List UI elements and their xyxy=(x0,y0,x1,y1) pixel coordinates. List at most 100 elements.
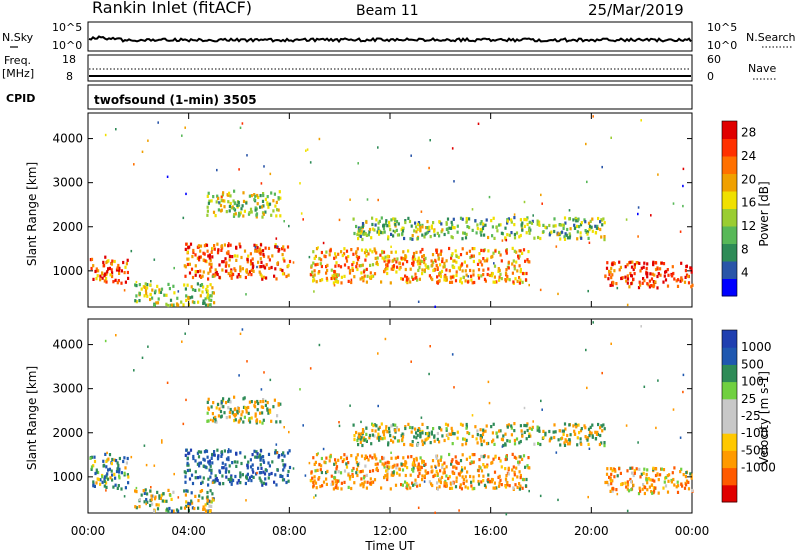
echo-cell xyxy=(417,468,420,472)
echo-cell xyxy=(105,489,107,492)
echo-cell xyxy=(436,431,439,436)
echo-cell xyxy=(111,478,114,482)
echo-cell xyxy=(513,236,517,240)
echo-cell xyxy=(462,231,465,235)
echo-cell xyxy=(666,474,669,478)
echo-cell xyxy=(225,251,229,255)
echo-cell xyxy=(421,422,424,426)
echo-cell xyxy=(673,277,676,281)
echo-cell xyxy=(135,300,138,304)
echo-cell xyxy=(288,430,290,434)
echo-cell xyxy=(329,249,332,253)
echo-cell xyxy=(96,274,99,278)
echo-cell xyxy=(461,237,464,241)
echo-cell xyxy=(604,274,607,279)
echo-cell xyxy=(522,454,526,458)
echo-cell xyxy=(313,462,316,466)
echo-cell xyxy=(440,428,443,432)
echo-cell xyxy=(207,406,210,410)
echo-cell xyxy=(207,271,210,275)
echo-cell xyxy=(513,455,516,459)
echo-cell xyxy=(645,272,648,276)
echo-cell xyxy=(607,277,610,281)
echo-cell xyxy=(580,221,583,225)
echo-cell xyxy=(111,259,114,263)
echo-cell xyxy=(521,434,524,438)
echo-cell xyxy=(667,273,670,277)
echo-cell xyxy=(185,448,188,452)
time-axis-label: Time UT xyxy=(364,539,415,553)
echo-cell xyxy=(654,280,657,284)
echo-cell xyxy=(211,492,214,496)
echo-cell xyxy=(396,257,399,261)
echo-cell xyxy=(398,467,401,472)
echo-cell xyxy=(635,467,638,471)
echo-cell xyxy=(650,277,654,281)
echo-cell xyxy=(141,356,144,359)
echo-cell xyxy=(363,480,366,484)
echo-cell xyxy=(465,422,468,427)
echo-cell xyxy=(213,301,216,305)
echo-cell xyxy=(122,260,125,265)
echo-cell xyxy=(523,200,526,204)
echo-cell xyxy=(141,150,144,153)
echo-cell xyxy=(419,259,422,263)
echo-cell xyxy=(266,195,269,199)
echo-cell xyxy=(343,263,347,267)
echo-cell xyxy=(563,235,566,239)
echo-cell xyxy=(377,404,379,408)
echo-cell xyxy=(457,255,460,259)
echo-cell xyxy=(606,480,609,484)
echo-cell xyxy=(690,267,693,271)
echo-cell xyxy=(626,509,629,513)
echo-cell xyxy=(421,439,424,443)
echo-cell xyxy=(309,161,312,164)
echo-cell xyxy=(528,226,531,230)
echo-cell xyxy=(212,210,216,214)
echo-cell xyxy=(504,442,507,446)
echo-cell xyxy=(421,442,424,447)
echo-cell xyxy=(475,231,478,235)
echo-cell xyxy=(371,222,374,227)
echo-cell xyxy=(168,287,171,291)
echo-cell xyxy=(416,278,419,282)
echo-cell xyxy=(107,468,110,472)
echo-cell xyxy=(236,409,239,413)
echo-cell xyxy=(283,465,286,469)
echo-cell xyxy=(198,288,201,292)
xtick-label: 16:00 xyxy=(473,524,508,538)
echo-cell xyxy=(274,243,277,247)
echo-cell xyxy=(335,467,338,471)
echo-cell xyxy=(478,458,481,462)
echo-cell xyxy=(656,274,659,279)
echo-cell xyxy=(586,180,588,184)
echo-cell xyxy=(153,509,156,513)
echo-cell xyxy=(611,280,614,284)
echo-cell xyxy=(436,275,439,279)
echo-cell xyxy=(449,481,452,485)
echo-cell xyxy=(355,461,358,465)
echo-cell xyxy=(488,401,491,405)
echo-cell xyxy=(580,236,583,240)
echo-cell xyxy=(320,264,323,269)
echo-cell xyxy=(124,486,127,490)
echo-cell xyxy=(186,456,189,460)
echo-cell xyxy=(197,506,200,510)
echo-cell xyxy=(246,154,248,157)
echo-cell xyxy=(135,506,138,510)
echo-cell xyxy=(611,283,614,287)
echo-cell xyxy=(390,232,393,236)
echo-cell xyxy=(95,267,98,271)
echo-cell xyxy=(421,247,424,252)
echo-cell xyxy=(273,480,276,484)
echo-cell xyxy=(184,247,187,251)
echo-cell xyxy=(666,284,670,288)
echo-cell xyxy=(418,430,421,434)
echo-cell xyxy=(366,480,369,484)
echo-cell xyxy=(103,279,106,283)
echo-cell xyxy=(143,285,146,289)
echo-cell xyxy=(474,219,477,223)
echo-cell xyxy=(99,274,102,278)
echo-cell xyxy=(541,202,543,205)
echo-cell xyxy=(616,474,619,478)
